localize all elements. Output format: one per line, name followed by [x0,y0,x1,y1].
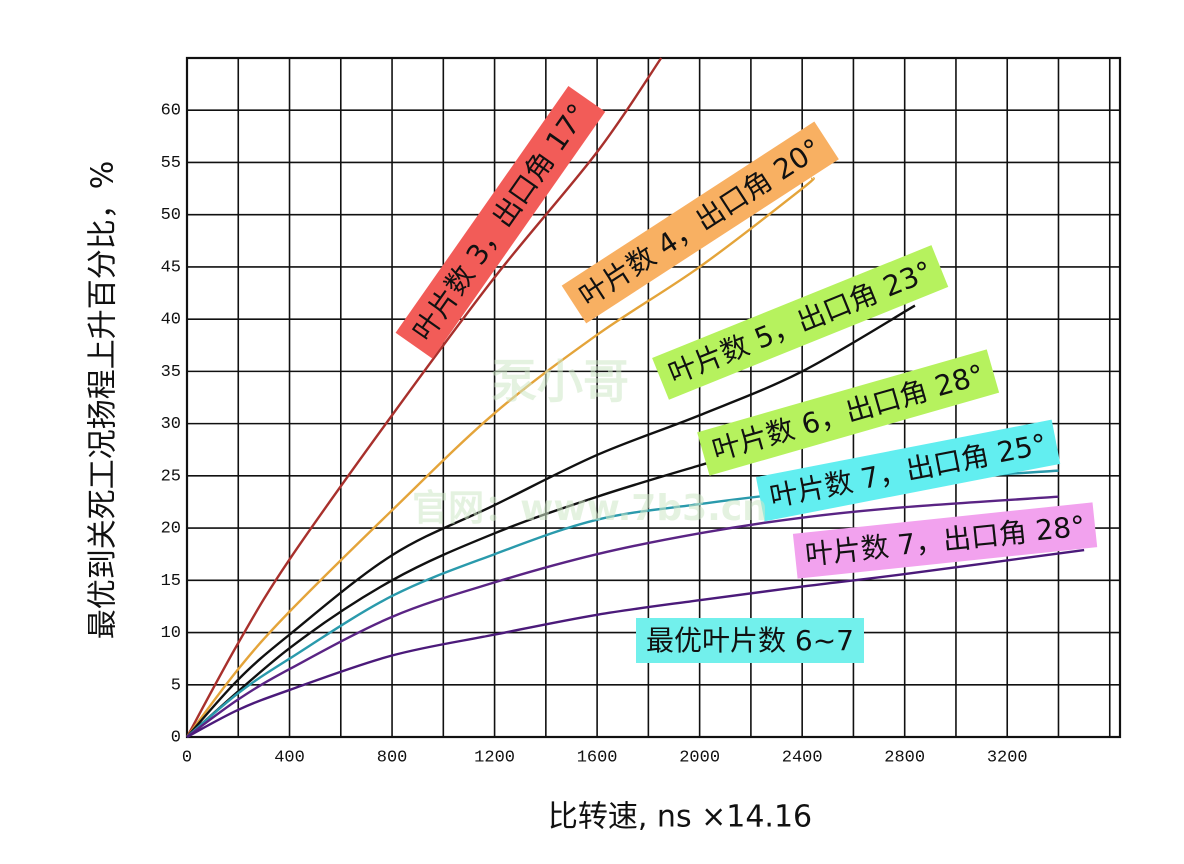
annotation-box [697,349,1000,476]
x-tick-label: 1200 [474,748,515,767]
annotation-text: 叶片数 3，出口角 17° [406,98,594,347]
y-tick-label: 55 [161,154,181,173]
annotation-box [395,85,606,359]
curve [186,304,916,738]
annotation: 最优叶片数 6~7 [636,618,864,663]
annotation-text: 最优叶片数 6~7 [646,624,854,657]
x-tick-label: 3200 [987,748,1028,767]
y-tick-label: 0 [171,728,181,747]
x-tick-label: 2000 [679,748,720,767]
x-tick-label: 800 [377,748,408,767]
x-tick-label: 1600 [577,748,618,767]
y-tick-label: 5 [171,676,181,695]
x-tick-label: 2800 [884,748,925,767]
y-tick-label: 60 [161,102,181,121]
y-tick-label: 50 [161,206,181,225]
y-tick-label: 25 [161,467,181,486]
x-tick-label: 400 [274,748,305,767]
y-axis-title: 最优到关死工况扬程上升百分比，% [86,161,121,640]
x-tick-label: 2400 [782,748,823,767]
annotation-box [792,502,1098,579]
annotation-text: 叶片数 5，出口角 23° [664,254,937,390]
y-tick-label: 15 [161,572,181,591]
x-tick-label: 0 [182,748,192,767]
curve [186,495,1059,738]
annotation-box [652,245,949,400]
plot-frame [185,56,1122,739]
annotation-box [561,121,839,324]
x-axis-title: 比转速, ns ×14.16 [548,800,812,835]
curve [186,177,815,738]
annotation-box [636,618,864,663]
curve [186,548,1085,739]
y-tick-label: 10 [161,624,181,643]
annotation: 叶片数 3，出口角 17° [395,85,606,359]
y-tick-label: 20 [161,520,181,539]
y-tick-label: 45 [161,258,181,277]
annotation-box [755,419,1061,522]
watermark: 官网：www.7b3.cn [412,488,768,529]
curve [185,57,663,738]
watermark: 泵小哥 [491,355,629,409]
y-tick-label: 35 [161,363,181,382]
y-tick-label: 40 [161,311,181,330]
y-tick-label: 30 [161,415,181,434]
